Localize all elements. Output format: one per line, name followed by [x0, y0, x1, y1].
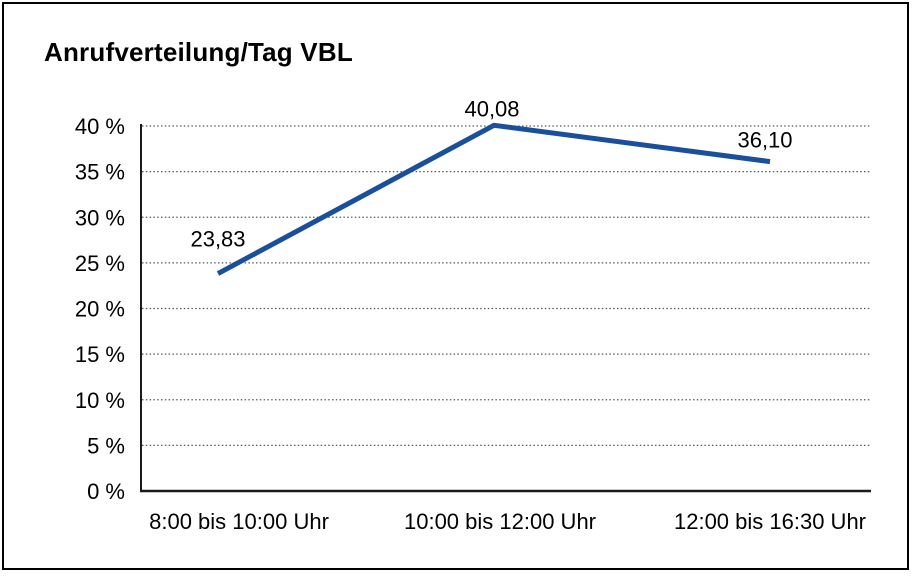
y-tick-label: 35 % [75, 160, 125, 185]
data-labels: 23,83 40,08 36,10 [190, 96, 792, 251]
x-category-label: 12:00 bis 16:30 Uhr [674, 509, 866, 534]
y-tick-label: 20 % [75, 297, 125, 322]
x-category-label: 8:00 bis 10:00 Uhr [149, 509, 329, 534]
chart-title: Anrufverteilung/Tag VBL [44, 37, 353, 67]
data-point-label: 40,08 [464, 96, 519, 121]
data-point-label: 23,83 [190, 227, 245, 252]
y-tick-label: 15 % [75, 342, 125, 367]
x-category-label: 10:00 bis 12:00 Uhr [404, 509, 596, 534]
y-tick-label: 40 % [75, 114, 125, 139]
axes [140, 124, 871, 493]
series-line [216, 122, 771, 276]
y-tick-label: 25 % [75, 251, 125, 276]
gridlines [142, 125, 871, 447]
y-tick-label: 5 % [87, 433, 125, 458]
y-tick-label: 30 % [75, 205, 125, 230]
data-point-label: 36,10 [737, 128, 792, 153]
y-axis-tick-labels: 0 % 5 % 10 % 15 % 20 % 25 % 30 % 35 % 40 % [75, 114, 125, 504]
chart-frame: Anrufverteilung/Tag VBL [2, 2, 909, 570]
y-tick-label: 0 % [87, 479, 125, 504]
x-axis-category-labels: 8:00 bis 10:00 Uhr 10:00 bis 12:00 Uhr 12:… [149, 509, 866, 534]
series-line-group [216, 122, 771, 276]
y-tick-label: 10 % [75, 388, 125, 413]
